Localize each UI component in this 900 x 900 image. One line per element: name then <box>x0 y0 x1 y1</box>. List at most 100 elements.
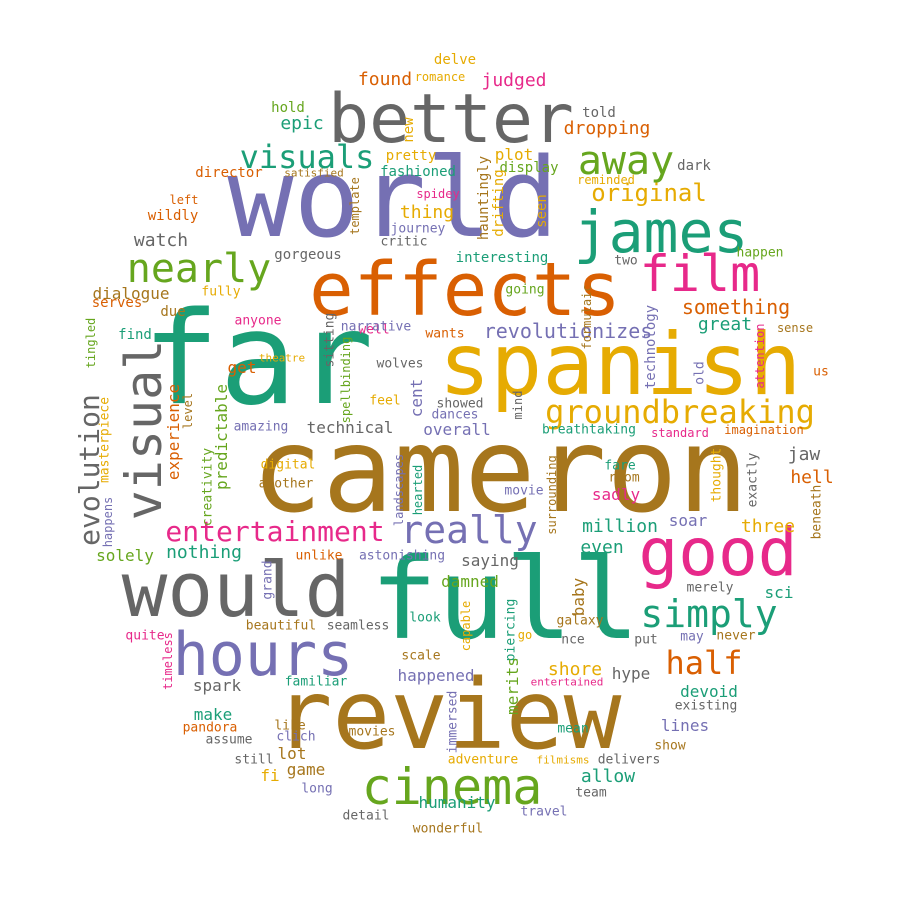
word: judged <box>481 70 547 91</box>
word: solely <box>96 546 154 565</box>
word: landscapes <box>392 453 406 527</box>
word: show <box>654 738 686 754</box>
word: experience <box>164 383 183 481</box>
word: assume <box>205 732 253 748</box>
word: new <box>401 117 417 143</box>
word: theatre <box>258 351 306 365</box>
word: merely <box>686 580 734 596</box>
word: film <box>639 245 761 303</box>
word: interesting <box>455 250 549 266</box>
word: thought <box>709 447 725 503</box>
word: game <box>286 760 326 779</box>
word: soar <box>668 511 708 530</box>
word: showed <box>436 396 484 412</box>
word: groundbreaking <box>545 393 815 431</box>
word: sitting <box>322 312 338 368</box>
word: amazing <box>233 419 289 435</box>
word: room <box>608 470 640 486</box>
word: movies <box>348 724 396 740</box>
word: get <box>227 358 257 377</box>
word: something <box>681 295 791 319</box>
word: still <box>234 752 274 768</box>
word: director <box>195 165 263 181</box>
word: nothing <box>166 542 242 563</box>
word: hauntingly <box>476 155 492 241</box>
word: mean <box>557 721 589 737</box>
word: galaxy <box>556 613 604 629</box>
word: seen <box>534 194 550 228</box>
word: familiar <box>284 674 348 690</box>
word: better <box>328 80 574 159</box>
word: clich <box>276 729 316 745</box>
word: unlike <box>295 548 343 564</box>
word: feel <box>369 393 401 409</box>
word: wildly <box>147 208 199 224</box>
word: beautiful <box>245 618 317 634</box>
word: cent <box>407 378 426 418</box>
word: happened <box>397 666 475 685</box>
word: another <box>258 476 314 492</box>
word: predictable <box>212 384 231 490</box>
word: immersed <box>445 690 461 754</box>
word: merits <box>503 657 522 715</box>
word: fashioned <box>380 164 456 180</box>
word: overall <box>423 420 491 439</box>
word: epic <box>280 113 324 134</box>
word: watch <box>133 230 189 251</box>
word: long <box>301 781 333 797</box>
word: exactly <box>745 452 761 508</box>
word: serves <box>91 295 143 311</box>
word: go <box>517 628 533 642</box>
word: standard <box>651 426 709 440</box>
word: humanity <box>418 793 496 812</box>
word: delve <box>433 52 477 68</box>
word: beneath <box>809 484 825 540</box>
word: simply <box>640 592 778 636</box>
word: find <box>118 327 152 343</box>
word: really <box>400 508 538 552</box>
word: spark <box>192 676 242 695</box>
word: timeless <box>161 632 175 690</box>
word: world <box>227 134 559 262</box>
word: breathtaking <box>542 422 636 438</box>
word: surrounding <box>545 455 559 535</box>
word: hours <box>172 620 354 690</box>
word: damned <box>441 572 499 591</box>
word: digital <box>260 457 316 473</box>
word: narrative <box>340 319 412 335</box>
word: jaw <box>787 444 821 465</box>
word: even <box>580 537 624 558</box>
word: hold <box>271 100 305 116</box>
word: half <box>665 644 743 682</box>
word: saying <box>461 551 519 570</box>
word: romance <box>414 70 466 84</box>
word: happens <box>101 496 115 548</box>
word: seamless <box>326 618 390 634</box>
word: filmisms <box>536 753 590 767</box>
word: sadly <box>591 485 641 504</box>
word: visual <box>115 339 173 521</box>
word: allow <box>580 766 636 787</box>
word: great <box>697 314 753 335</box>
word: make <box>193 705 233 724</box>
word: baby <box>569 577 588 617</box>
word: anyone <box>234 313 282 329</box>
word: spidey <box>416 187 460 201</box>
word: happen <box>736 245 784 261</box>
word: delivers <box>597 752 661 768</box>
word: sense <box>776 321 814 335</box>
word: mind <box>511 390 525 420</box>
word: hell <box>790 467 834 488</box>
word: like <box>274 718 306 734</box>
word: may <box>680 629 704 645</box>
word: nearly <box>126 246 272 292</box>
word: quite <box>125 628 165 644</box>
word: lines <box>660 716 710 735</box>
word: due <box>160 304 186 320</box>
word: nce <box>561 632 585 648</box>
word: fare <box>604 458 636 474</box>
word: gorgeous <box>274 247 342 263</box>
word: effects <box>309 247 621 333</box>
word: cameron <box>251 401 749 539</box>
